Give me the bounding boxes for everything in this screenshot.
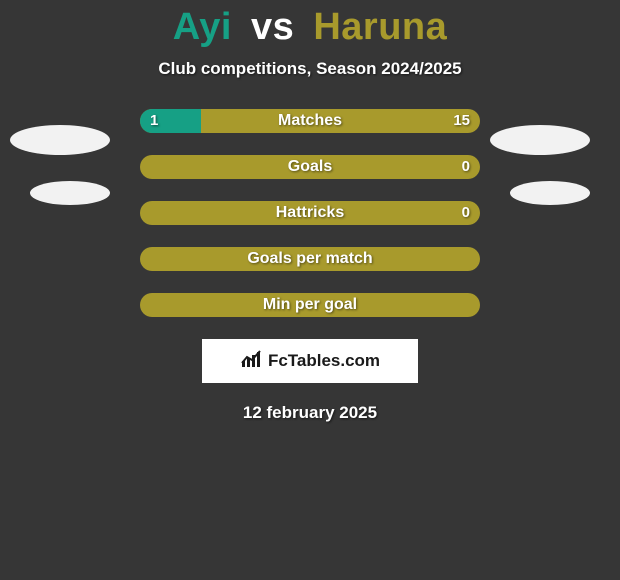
stat-bar-right-value: 0 bbox=[462, 201, 470, 225]
stat-bar: Matches115 bbox=[140, 109, 480, 133]
title-right-name: Haruna bbox=[313, 6, 447, 48]
stat-bar-label: Hattricks bbox=[140, 201, 480, 225]
stat-bar: Goals0 bbox=[140, 155, 480, 179]
decorative-ellipse bbox=[10, 125, 110, 155]
stat-bar-label: Min per goal bbox=[140, 293, 480, 317]
subtitle: Club competitions, Season 2024/2025 bbox=[0, 59, 620, 79]
stat-bar-right-value: 15 bbox=[453, 109, 470, 133]
decorative-ellipse bbox=[490, 125, 590, 155]
date-text: 12 february 2025 bbox=[0, 403, 620, 423]
bar-chart-icon bbox=[240, 349, 262, 374]
title-left-name: Ayi bbox=[173, 6, 232, 48]
stat-bar: Hattricks0 bbox=[140, 201, 480, 225]
stat-bar: Min per goal bbox=[140, 293, 480, 317]
brand-inner: FcTables.com bbox=[240, 349, 380, 374]
stat-bar-label: Goals bbox=[140, 155, 480, 179]
stat-bar: Goals per match bbox=[140, 247, 480, 271]
brand-text: FcTables.com bbox=[268, 351, 380, 371]
decorative-ellipse bbox=[510, 181, 590, 205]
stat-bar-right-value: 0 bbox=[462, 155, 470, 179]
decorative-ellipse bbox=[30, 181, 110, 205]
stat-bar-label: Goals per match bbox=[140, 247, 480, 271]
brand-box: FcTables.com bbox=[202, 339, 418, 383]
title-vs: vs bbox=[251, 6, 294, 48]
stat-bar-left-seg bbox=[140, 109, 201, 133]
comparison-bars: Matches115Goals0Hattricks0Goals per matc… bbox=[140, 109, 480, 317]
page-title: Ayi vs Haruna bbox=[0, 6, 620, 49]
comparison-panel: Matches115Goals0Hattricks0Goals per matc… bbox=[0, 109, 620, 423]
